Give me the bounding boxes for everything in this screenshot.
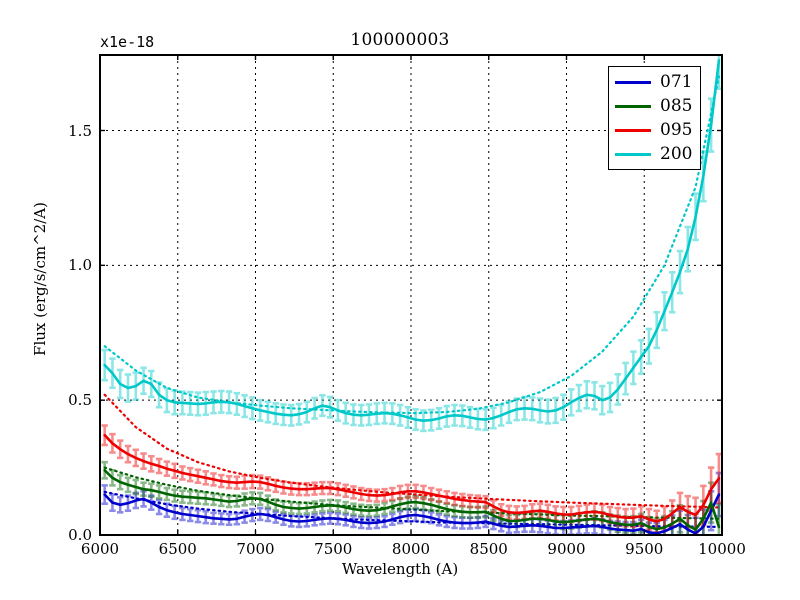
legend-swatch-095 xyxy=(615,128,651,132)
x-tick-label: 9000 xyxy=(547,540,586,558)
y-axis-exponent-label: x1e-18 xyxy=(100,33,155,51)
x-axis-label: Wavelength (A) xyxy=(341,560,459,578)
legend-item-071: 071 xyxy=(615,70,692,94)
legend-item-085: 085 xyxy=(615,94,692,118)
axes-frame xyxy=(99,54,723,536)
legend-item-095: 095 xyxy=(615,118,692,142)
series-line-071 xyxy=(103,493,721,535)
series-line-200 xyxy=(103,59,721,422)
fit-line-095-fit xyxy=(103,393,720,509)
x-tick-label: 6500 xyxy=(158,540,197,558)
gridlines xyxy=(100,55,722,535)
x-tick-label: 8000 xyxy=(391,540,431,558)
legend-label: 095 xyxy=(660,119,693,140)
x-tick-label: 7000 xyxy=(236,540,275,558)
y-tick-label: 1.5 xyxy=(68,121,92,140)
x-tick-label: 6000 xyxy=(80,540,120,558)
legend-swatch-085 xyxy=(615,104,651,108)
legend-label: 200 xyxy=(660,143,693,164)
legend-label: 085 xyxy=(660,95,693,116)
x-tick-label: 7500 xyxy=(314,540,353,558)
legend: 071 085 095 200 xyxy=(608,66,702,170)
y-tick-label: 0.5 xyxy=(68,391,92,410)
fit-line-200-fit xyxy=(103,75,720,415)
series-line-095 xyxy=(103,433,721,523)
y-tick-label: 0.0 xyxy=(68,526,92,544)
x-tick-label: 8500 xyxy=(469,540,508,558)
x-tick-label: 9500 xyxy=(625,540,664,558)
error-bar-group-071 xyxy=(101,471,722,535)
legend-swatch-200 xyxy=(615,152,651,156)
y-tick-label: 1.0 xyxy=(68,256,92,275)
fit-line-071-fit xyxy=(103,490,720,528)
series-line-085 xyxy=(103,469,721,531)
legend-label: 071 xyxy=(660,71,693,92)
data-lines xyxy=(103,59,721,535)
legend-swatch-071 xyxy=(615,80,651,84)
chart-title: 100000003 xyxy=(350,30,450,50)
x-tick-label: 10000 xyxy=(698,540,746,558)
legend-item-200: 200 xyxy=(615,142,692,166)
